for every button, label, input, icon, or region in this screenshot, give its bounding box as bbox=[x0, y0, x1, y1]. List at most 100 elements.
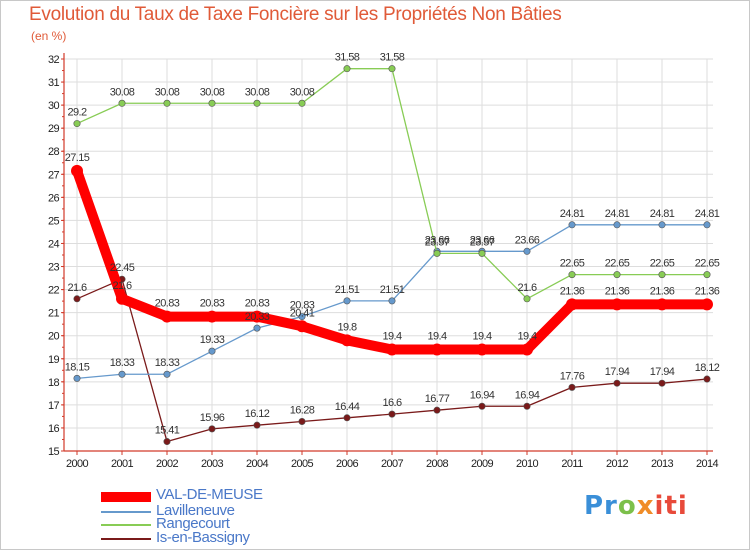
legend-swatch-is-en-bassigny bbox=[101, 538, 151, 540]
data-point-val_de_meuse bbox=[206, 310, 218, 323]
data-point-is_en_bassigny bbox=[658, 379, 666, 387]
data-label-lavilleneuve: 18.15 bbox=[65, 361, 90, 373]
data-point-is_en_bassigny bbox=[523, 402, 531, 410]
y-tick-label: 27 bbox=[48, 169, 60, 181]
data-label-rangecourt: 30.08 bbox=[110, 86, 135, 98]
data-point-val_de_meuse bbox=[656, 298, 668, 311]
x-tick-label: 2006 bbox=[336, 458, 359, 470]
legend-swatch-rangecourt bbox=[101, 524, 151, 526]
data-point-lavilleneuve bbox=[118, 370, 126, 378]
data-point-lavilleneuve bbox=[523, 247, 531, 255]
y-tick-label: 18 bbox=[48, 377, 60, 389]
y-tick-label: 21 bbox=[48, 308, 60, 320]
data-label-rangecourt: 22.65 bbox=[605, 258, 630, 270]
x-tick-label: 2002 bbox=[156, 458, 179, 470]
x-tick-label: 2004 bbox=[246, 458, 269, 470]
data-point-is_en_bassigny bbox=[343, 414, 351, 422]
data-label-val_de_meuse: 21.6 bbox=[112, 280, 131, 292]
legend-label-val-de-meuse: VAL-DE-MEUSE bbox=[156, 486, 263, 503]
data-label-rangecourt: 30.08 bbox=[200, 86, 225, 98]
y-tick-label: 24 bbox=[48, 238, 60, 250]
data-label-rangecourt: 31.58 bbox=[380, 52, 405, 64]
data-label-rangecourt: 23.57 bbox=[470, 236, 495, 248]
data-label-rangecourt: 22.65 bbox=[650, 258, 675, 270]
data-point-is_en_bassigny bbox=[433, 406, 441, 414]
data-label-lavilleneuve: 20.33 bbox=[245, 311, 270, 323]
y-tick-label: 26 bbox=[48, 192, 60, 204]
data-point-is_en_bassigny bbox=[613, 379, 621, 387]
data-point-rangecourt bbox=[163, 99, 171, 107]
data-label-lavilleneuve: 18.33 bbox=[155, 357, 180, 369]
data-point-is_en_bassigny bbox=[208, 425, 216, 433]
y-tick-label: 28 bbox=[48, 146, 60, 158]
data-label-val_de_meuse: 19.4 bbox=[517, 331, 536, 343]
data-point-rangecourt bbox=[568, 271, 576, 279]
y-axis-unit-label: (en %) bbox=[31, 29, 67, 43]
data-label-val_de_meuse: 19.4 bbox=[472, 331, 491, 343]
y-tick-label: 31 bbox=[48, 77, 60, 89]
y-tick-label: 20 bbox=[48, 331, 60, 343]
data-label-is_en_bassigny: 17.94 bbox=[605, 366, 630, 378]
x-tick-label: 2014 bbox=[696, 458, 719, 470]
data-label-val_de_meuse: 19.8 bbox=[337, 321, 356, 333]
x-tick-label: 2011 bbox=[561, 458, 583, 470]
data-point-val_de_meuse bbox=[116, 292, 128, 305]
data-point-val_de_meuse bbox=[251, 310, 263, 323]
data-label-val_de_meuse: 20.83 bbox=[155, 298, 180, 310]
data-label-val_de_meuse: 20.83 bbox=[245, 298, 270, 310]
data-point-val_de_meuse bbox=[296, 320, 308, 333]
data-point-rangecourt bbox=[208, 99, 216, 107]
data-label-rangecourt: 30.08 bbox=[290, 86, 315, 98]
data-label-val_de_meuse: 19.4 bbox=[382, 331, 401, 343]
data-point-val_de_meuse bbox=[71, 164, 83, 177]
data-label-is_en_bassigny: 17.76 bbox=[560, 370, 585, 382]
y-tick-label: 15 bbox=[48, 446, 60, 458]
data-point-lavilleneuve bbox=[253, 324, 261, 332]
data-point-val_de_meuse bbox=[611, 298, 623, 311]
y-tick-label: 16 bbox=[48, 423, 60, 435]
data-label-lavilleneuve: 23.66 bbox=[425, 234, 450, 246]
data-point-is_en_bassigny bbox=[298, 417, 306, 425]
data-point-val_de_meuse bbox=[521, 343, 533, 356]
x-tick-label: 2013 bbox=[651, 458, 674, 470]
data-label-is_en_bassigny: 22.45 bbox=[110, 262, 135, 274]
data-label-is_en_bassigny: 15.41 bbox=[155, 425, 180, 437]
data-label-is_en_bassigny: 15.96 bbox=[200, 412, 225, 424]
x-tick-label: 2009 bbox=[471, 458, 494, 470]
y-tick-label: 17 bbox=[48, 400, 60, 412]
data-point-val_de_meuse bbox=[701, 298, 713, 311]
y-tick-label: 19 bbox=[48, 354, 60, 366]
data-point-lavilleneuve bbox=[343, 297, 351, 305]
legend-label-lavilleneuve: Lavilleneuve bbox=[156, 502, 235, 519]
data-label-lavilleneuve: 23.66 bbox=[515, 234, 540, 246]
data-point-lavilleneuve bbox=[613, 221, 621, 229]
data-label-lavilleneuve: 23.66 bbox=[470, 234, 495, 246]
legend-label-is-en-bassigny: Is-en-Bassigny bbox=[156, 529, 250, 546]
data-label-rangecourt: 30.08 bbox=[245, 86, 270, 98]
data-label-rangecourt: 22.65 bbox=[695, 258, 720, 270]
data-point-val_de_meuse bbox=[341, 334, 353, 347]
x-tick-label: 2007 bbox=[381, 458, 404, 470]
data-label-val_de_meuse: 20.41 bbox=[290, 307, 315, 319]
data-point-rangecourt bbox=[433, 249, 441, 257]
data-label-is_en_bassigny: 21.6 bbox=[67, 282, 86, 294]
data-point-lavilleneuve bbox=[658, 221, 666, 229]
data-point-val_de_meuse bbox=[431, 343, 443, 356]
data-label-rangecourt: 31.58 bbox=[335, 52, 360, 64]
data-point-lavilleneuve bbox=[388, 297, 396, 305]
data-label-lavilleneuve: 24.81 bbox=[695, 208, 720, 220]
chart-title: Evolution du Taux de Taxe Foncière sur l… bbox=[29, 4, 562, 25]
data-point-is_en_bassigny bbox=[73, 295, 81, 303]
data-point-rangecourt bbox=[523, 295, 531, 303]
data-point-rangecourt bbox=[73, 120, 81, 128]
data-point-is_en_bassigny bbox=[478, 402, 486, 410]
data-point-rangecourt bbox=[703, 271, 711, 279]
data-label-is_en_bassigny: 16.77 bbox=[425, 393, 450, 405]
data-label-is_en_bassigny: 16.12 bbox=[245, 408, 270, 420]
data-label-lavilleneuve: 24.81 bbox=[650, 208, 675, 220]
data-label-lavilleneuve: 21.51 bbox=[380, 284, 405, 296]
data-label-rangecourt: 23.57 bbox=[425, 236, 450, 248]
x-tick-label: 2012 bbox=[606, 458, 629, 470]
data-point-val_de_meuse bbox=[386, 343, 398, 356]
data-point-rangecourt bbox=[613, 271, 621, 279]
